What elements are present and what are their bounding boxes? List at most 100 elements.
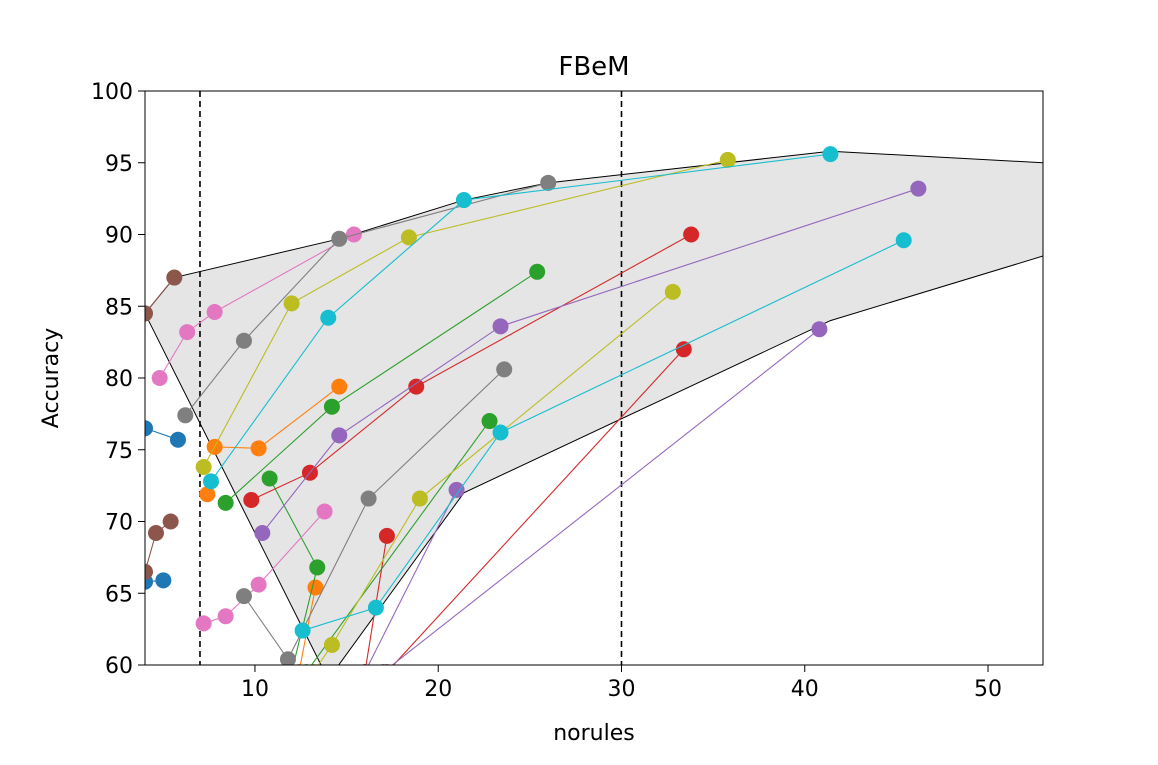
data-point — [195, 615, 212, 632]
data-point — [283, 295, 300, 312]
data-point — [162, 513, 179, 530]
data-point — [309, 559, 326, 576]
data-point — [169, 431, 186, 448]
series-2 — [206, 378, 348, 457]
data-point — [302, 664, 310, 665]
y-tick-label: 100 — [91, 80, 133, 105]
series-line — [310, 420, 490, 665]
data-point — [254, 524, 271, 541]
y-tick-label: 60 — [105, 654, 133, 679]
data-point — [492, 424, 509, 441]
series-23 — [294, 232, 912, 639]
data-point — [331, 378, 348, 395]
data-point — [683, 226, 700, 243]
data-point — [243, 491, 260, 508]
data-point — [261, 470, 278, 487]
x-tick-label: 10 — [241, 677, 269, 702]
series-20 — [195, 151, 736, 475]
data-point — [279, 651, 296, 665]
data-point — [360, 490, 377, 507]
series-line — [391, 328, 820, 665]
data-point — [664, 283, 681, 300]
series-line — [184, 182, 549, 416]
series-16 — [151, 226, 362, 386]
series-3 — [199, 486, 216, 503]
data-point — [310, 664, 318, 665]
series-line — [210, 153, 831, 482]
data-point — [316, 503, 333, 520]
x-tick-label: 20 — [424, 677, 452, 702]
y-tick-label: 70 — [105, 511, 133, 536]
series-14 — [145, 269, 183, 322]
series-19 — [235, 361, 513, 665]
series-line — [243, 368, 505, 661]
data-point — [320, 309, 337, 326]
y-tick-label: 65 — [105, 582, 133, 607]
data-point — [151, 370, 168, 386]
data-point — [411, 490, 428, 507]
series-5 — [217, 263, 546, 511]
y-tick-label: 90 — [105, 224, 133, 249]
data-point — [179, 324, 196, 341]
data-point — [895, 232, 912, 249]
data-point — [147, 524, 164, 541]
x-tick-label: 50 — [974, 677, 1002, 702]
data-point — [822, 146, 839, 163]
data-point — [199, 486, 216, 503]
data-point — [910, 180, 927, 197]
series-12 — [361, 481, 465, 665]
data-point — [250, 576, 267, 593]
data-point — [217, 494, 234, 511]
envelope-area — [145, 150, 1043, 665]
data-point — [361, 664, 369, 665]
series-8 — [243, 226, 700, 508]
data-point — [529, 263, 546, 280]
data-point — [288, 664, 296, 665]
series-13 — [379, 321, 828, 665]
data-point — [811, 321, 828, 338]
y-tick-label: 75 — [105, 439, 133, 464]
series-line — [159, 234, 355, 379]
data-point — [166, 269, 183, 286]
data-point — [195, 458, 212, 475]
data-point — [675, 341, 692, 358]
y-axis-label: Accuracy — [39, 328, 64, 428]
data-point — [719, 151, 736, 168]
data-point — [331, 427, 348, 444]
x-axis-label: norules — [553, 721, 635, 746]
series-1 — [145, 572, 172, 590]
y-tick-label: 95 — [105, 152, 133, 177]
data-point — [448, 481, 465, 498]
series-0 — [145, 420, 186, 448]
series-line — [302, 239, 904, 632]
data-point — [383, 664, 391, 665]
series-18 — [177, 174, 557, 424]
data-point — [294, 622, 311, 639]
data-point — [540, 174, 557, 191]
data-point — [331, 230, 348, 247]
series-22 — [202, 146, 839, 490]
data-point — [250, 440, 267, 457]
series-line — [203, 159, 728, 468]
data-point — [496, 361, 513, 378]
data-point — [408, 378, 425, 395]
series-line — [261, 188, 919, 534]
data-point — [323, 398, 340, 415]
data-point — [217, 608, 234, 625]
data-point — [492, 318, 509, 335]
data-point — [155, 572, 172, 589]
chart-title: FBeM — [558, 52, 629, 82]
data-point — [235, 332, 252, 349]
data-point — [378, 527, 395, 544]
data-point — [145, 563, 153, 580]
series-line — [392, 348, 685, 665]
series-17 — [195, 503, 333, 632]
data-point — [323, 636, 340, 653]
data-point — [455, 192, 472, 209]
data-point — [481, 413, 498, 430]
series-line — [317, 291, 674, 665]
data-point — [367, 599, 384, 616]
y-tick-label: 80 — [105, 367, 133, 392]
